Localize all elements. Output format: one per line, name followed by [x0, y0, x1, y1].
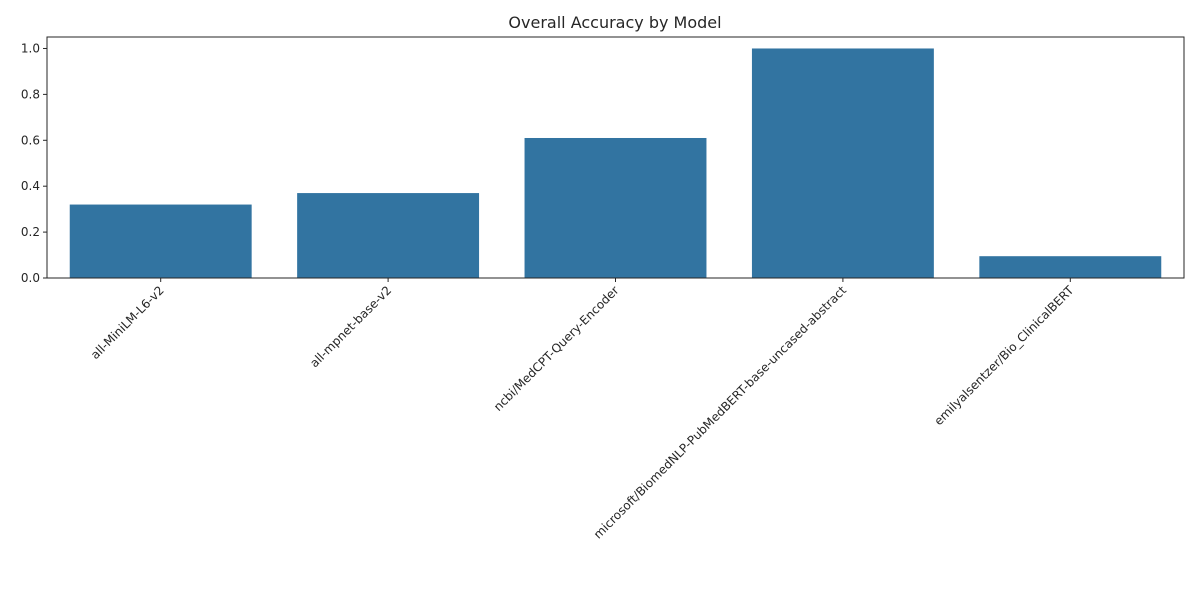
bar-4 — [979, 256, 1162, 278]
bar-2 — [524, 137, 707, 278]
y-axis: 0.0 0.2 0.4 0.6 0.8 1.0 — [21, 41, 47, 285]
bars-group — [69, 48, 1162, 278]
x-axis: all-MiniLM-L6-v2 all-mpnet-base-v2 ncbi/Me… — [88, 278, 1077, 541]
y-tick-label-5: 1.0 — [21, 41, 40, 55]
bar-0 — [69, 204, 252, 278]
x-tick-label-2: ncbi/MedCPT-Query-Encoder — [491, 283, 622, 414]
y-tick-label-0: 0.0 — [21, 271, 40, 285]
y-tick-label-3: 0.6 — [21, 133, 40, 147]
x-tick-label-4: emilyalsentzer/Bio_ClinicalBERT — [932, 283, 1077, 428]
bar-3 — [751, 48, 934, 278]
x-tick-label-3: microsoft/BiomedNLP-PubMedBERT-base-unca… — [591, 283, 849, 541]
x-tick-label-1: all-mpnet-base-v2 — [307, 283, 394, 370]
axes-spines — [46, 36, 1185, 279]
x-tick-label-0: all-MiniLM-L6-v2 — [88, 283, 167, 362]
y-tick-label-4: 0.8 — [21, 87, 40, 101]
plot-frame — [46, 36, 1185, 279]
bar-1 — [297, 193, 480, 278]
chart-title: Overall Accuracy by Model — [508, 13, 721, 32]
y-tick-label-2: 0.4 — [21, 179, 40, 193]
y-tick-label-1: 0.2 — [21, 225, 40, 239]
